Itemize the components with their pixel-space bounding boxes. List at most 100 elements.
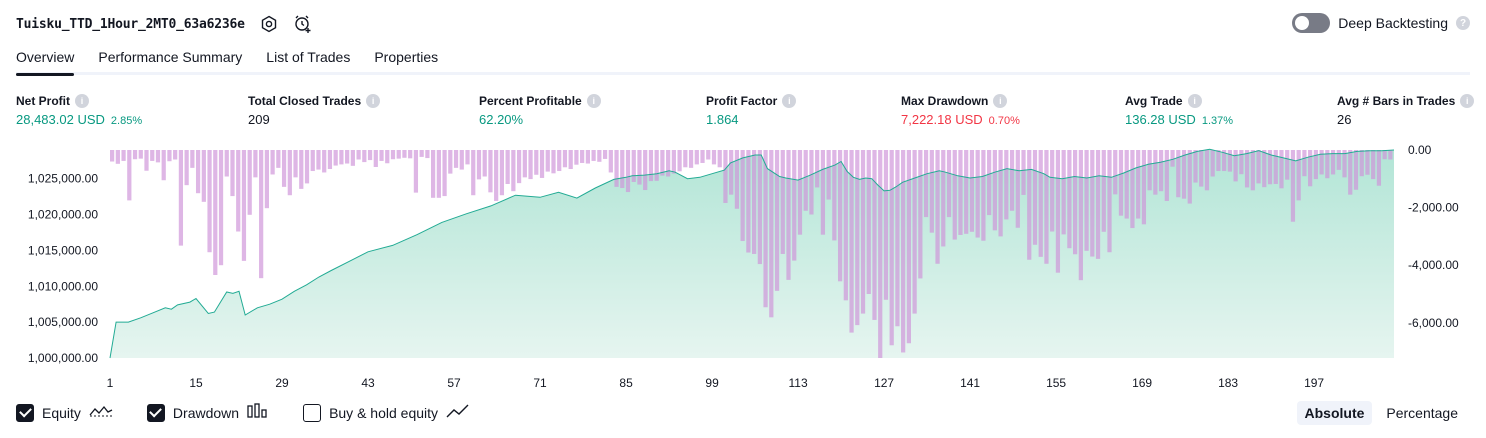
drawdown-bar xyxy=(299,150,304,189)
x-axis-tick-label: 155 xyxy=(1046,376,1066,390)
drawdown-bar xyxy=(981,150,986,241)
drawdown-bar xyxy=(178,150,184,246)
drawdown-bar xyxy=(1262,150,1267,188)
drawdown-bar xyxy=(276,150,281,168)
drawdown-bar xyxy=(700,150,705,163)
tab-performance-summary[interactable]: Performance Summary xyxy=(98,49,243,65)
chart-legend: Equity Drawdown Buy & hold equity xyxy=(16,403,470,422)
drawdown-bar xyxy=(476,150,482,180)
y-axis-right-tick-label: -2,000.00 xyxy=(1408,201,1459,215)
drawdown-bar xyxy=(637,150,642,185)
drawdown-bar xyxy=(1153,150,1158,195)
drawdown-bar xyxy=(1078,150,1083,281)
drawdown-bar xyxy=(1164,150,1169,201)
drawdown-bar xyxy=(1038,150,1043,257)
info-icon[interactable]: i xyxy=(1460,94,1475,108)
info-icon[interactable]: i xyxy=(1187,94,1202,108)
drawdown-bar xyxy=(769,150,774,318)
percentage-button[interactable]: Percentage xyxy=(1386,405,1458,421)
drawdown-bar xyxy=(1113,150,1118,195)
buy-hold-checkbox[interactable] xyxy=(303,403,322,422)
drawdown-bar xyxy=(150,150,155,161)
drawdown-bar xyxy=(1227,150,1232,172)
drawdown-bar xyxy=(1176,150,1181,198)
drawdown-bar xyxy=(746,150,751,253)
drawdown-bar xyxy=(465,150,470,165)
info-icon[interactable]: i xyxy=(993,94,1008,108)
drawdown-bar xyxy=(247,150,252,215)
y-axis-right-tick-label: 0.00 xyxy=(1408,143,1432,157)
absolute-button[interactable]: Absolute xyxy=(1296,401,1373,425)
legend-drawdown[interactable]: Drawdown xyxy=(146,403,269,422)
drawdown-bar xyxy=(1032,150,1038,245)
drawdown-bar xyxy=(1250,150,1255,191)
tab-list-of-trades[interactable]: List of Trades xyxy=(266,49,351,65)
equity-line xyxy=(109,148,1395,359)
drawdown-bar xyxy=(431,150,436,198)
info-icon[interactable]: i xyxy=(782,94,797,108)
tab-overview[interactable]: Overview xyxy=(16,45,75,76)
info-icon[interactable]: i xyxy=(366,94,381,108)
metric-profit-factor: Profit Factor i 1.864 xyxy=(706,94,797,127)
drawdown-bar xyxy=(253,150,258,178)
metric-percent: 1.37% xyxy=(1201,115,1234,127)
drawdown-bar xyxy=(883,150,889,300)
drawdown-bar xyxy=(1296,150,1301,201)
drawdown-bar xyxy=(1267,150,1273,185)
info-icon[interactable]: i xyxy=(586,94,601,108)
drawdown-bar xyxy=(373,150,378,167)
drawdown-bar xyxy=(809,150,814,215)
drawdown-bar xyxy=(345,150,350,164)
drawdown-bar xyxy=(774,150,780,291)
drawdown-bar xyxy=(1044,150,1049,264)
drawdown-bar xyxy=(1244,150,1250,188)
drawdown-bar xyxy=(1365,150,1370,175)
drawdown-bar xyxy=(281,150,287,187)
drawdown-bar xyxy=(545,150,550,172)
drawdown-bar xyxy=(763,150,768,308)
x-axis-tick-label: 71 xyxy=(533,376,547,390)
drawdown-bar xyxy=(837,150,843,282)
drawdown-bar xyxy=(110,150,115,162)
drawdown-bar xyxy=(648,150,654,182)
drawdown-bar xyxy=(528,150,533,180)
metric-value: 1.864 xyxy=(706,112,739,127)
equity-checkbox[interactable] xyxy=(16,403,34,422)
metric-label: Avg # Bars in Trades xyxy=(1337,94,1456,108)
drawdown-bar xyxy=(803,150,808,211)
buy-hold-line-icon xyxy=(446,403,470,422)
drawdown-bar xyxy=(1147,150,1152,191)
drawdown-bar xyxy=(402,150,407,158)
drawdown-bar xyxy=(1050,150,1055,232)
drawdown-bar xyxy=(1233,150,1238,182)
drawdown-bar xyxy=(792,150,797,261)
settings-icon[interactable] xyxy=(259,14,279,34)
equity-drawdown-chart[interactable]: 1,000,000.00 1,005,000.00 1,010,000.00 1,01… xyxy=(0,140,1486,398)
tab-properties[interactable]: Properties xyxy=(374,49,439,65)
drawdown-bar xyxy=(660,150,665,176)
drawdown-bar xyxy=(322,150,327,173)
drawdown-bar xyxy=(333,150,338,166)
drawdown-bar xyxy=(815,150,820,188)
add-alert-icon[interactable] xyxy=(293,14,313,34)
legend-equity[interactable]: Equity xyxy=(16,403,113,422)
legend-buy-hold-equity[interactable]: Buy & hold equity xyxy=(303,403,470,422)
drawdown-bar xyxy=(511,150,516,192)
view-mode-switch: Absolute Percentage xyxy=(1296,401,1467,425)
metrics-row: Net Profit i 28,483.02 USD 2.85% Total Clo… xyxy=(16,94,1475,134)
drawdown-bar xyxy=(562,150,568,168)
strategy-tabs: Overview Performance Summary List of Tra… xyxy=(16,45,1470,76)
drawdown-bar xyxy=(173,150,178,160)
help-icon[interactable]: ? xyxy=(1456,16,1470,30)
deep-backtesting-toggle[interactable] xyxy=(1292,13,1331,33)
drawdown-bar xyxy=(408,150,413,159)
drawdown-checkbox[interactable] xyxy=(146,403,165,422)
x-axis-tick-label: 43 xyxy=(361,376,375,390)
x-axis-tick-label: 127 xyxy=(874,376,894,390)
drawdown-bar xyxy=(236,150,241,232)
drawdown-bar xyxy=(878,150,883,358)
drawdown-bar xyxy=(666,150,671,177)
drawdown-bar xyxy=(929,150,934,233)
info-icon[interactable]: i xyxy=(75,94,89,108)
drawdown-bar xyxy=(1004,150,1009,220)
